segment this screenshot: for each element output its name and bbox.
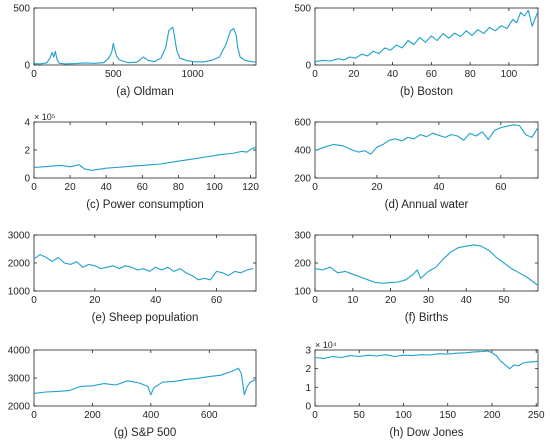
x-tick-label: 60 (426, 69, 438, 80)
x-tick-label: 500 (105, 69, 122, 80)
x-tick-label: 100 (395, 410, 412, 421)
y-tick-label: 200 (294, 259, 311, 270)
x-tick-label: 50 (354, 410, 366, 421)
series-line (33, 367, 257, 396)
subplot-title: (h) Dow Jones (389, 427, 463, 439)
y-tick-label: 4000 (8, 346, 31, 357)
x-tick-label: 0 (312, 182, 318, 193)
subplot-5: 0 20 40 60 1000 2000 3000 (e) Sheep population (8, 231, 257, 324)
y-tick-label: 2 (305, 364, 311, 375)
axes-box (314, 234, 539, 292)
y-tick-label: 600 (294, 118, 311, 129)
series-line (33, 146, 257, 171)
y-tick-label: 0 (24, 174, 30, 185)
y-tick-label: 4 (24, 118, 30, 129)
axes-box (314, 7, 539, 66)
x-tick-label: 0 (31, 295, 37, 306)
x-tick-label: 0 (312, 69, 318, 80)
y-tick-label: 300 (294, 231, 311, 242)
x-tick-label: 40 (150, 295, 162, 306)
axes-box (33, 349, 257, 407)
x-tick-label: 40 (461, 295, 473, 306)
subplot-title: (a) Oldman (116, 86, 174, 98)
y-tick-label: 0 (305, 402, 311, 413)
x-tick-label: 120 (242, 182, 259, 193)
y-tick-label: 3 (305, 346, 311, 357)
subplot-title: (b) Boston (400, 86, 453, 98)
x-tick-label: 100 (501, 69, 518, 80)
x-tick-label: 10 (347, 295, 359, 306)
x-tick-label: 250 (528, 410, 545, 421)
x-tick-label: 60 (137, 182, 149, 193)
x-tick-label: 200 (484, 410, 501, 421)
x-tick-label: 50 (498, 295, 510, 306)
x-tick-label: 20 (348, 69, 360, 80)
y-tick-label: 100 (294, 287, 311, 298)
x-tick-label: 150 (439, 410, 456, 421)
x-tick-label: 20 (89, 295, 101, 306)
subplot-8: 0 50 100 150 200 250 0 1 2 3 × 10⁴ (h) Dow Jones (305, 340, 545, 439)
x-tick-label: 0 (31, 69, 37, 80)
x-tick-label: 0 (31, 410, 37, 421)
x-tick-label: 60 (495, 182, 507, 193)
x-tick-label: 1000 (181, 69, 204, 80)
y-tick-label: 2000 (8, 402, 31, 413)
series-line (314, 124, 539, 155)
x-tick-label: 20 (385, 295, 397, 306)
x-tick-label: 0 (31, 182, 37, 193)
axes-box (314, 121, 539, 179)
series-line (33, 254, 254, 281)
x-tick-label: 0 (312, 295, 318, 306)
subplot-title: (f) Births (405, 312, 449, 324)
series-line (314, 350, 539, 370)
y-exponent-label: × 10⁵ (34, 112, 56, 122)
x-tick-label: 40 (387, 69, 399, 80)
x-tick-label: 20 (65, 182, 77, 193)
y-tick-label: 2000 (8, 259, 31, 270)
x-tick-label: 40 (433, 182, 445, 193)
subplot-1: 0 500 1000 0 500 (a) Oldman (13, 4, 257, 98)
subplot-title: (d) Annual water (385, 199, 469, 211)
y-exponent-label: × 10⁴ (315, 340, 337, 350)
y-tick-label: 0 (24, 61, 30, 72)
x-tick-label: 600 (201, 410, 218, 421)
x-tick-label: 30 (423, 295, 435, 306)
x-tick-label: 0 (312, 410, 318, 421)
x-tick-label: 20 (371, 182, 383, 193)
y-tick-label: 1000 (8, 287, 31, 298)
series-line (314, 244, 539, 286)
x-tick-label: 200 (84, 410, 101, 421)
y-tick-label: 3000 (8, 374, 31, 385)
subplot-6: 0 10 20 30 40 50 100 200 300 (f) Births (294, 231, 539, 324)
x-tick-label: 40 (101, 182, 113, 193)
x-tick-label: 60 (211, 295, 223, 306)
x-tick-label: 80 (173, 182, 185, 193)
x-tick-label: 80 (465, 69, 477, 80)
series-line (314, 9, 539, 63)
y-tick-label: 0 (305, 61, 311, 72)
y-tick-label: 1 (305, 383, 311, 394)
x-tick-label: 400 (142, 410, 159, 421)
subplot-2: 0 20 40 60 80 100 0 500 (b) Boston (294, 4, 539, 98)
subplot-title: (e) Sheep population (92, 312, 199, 324)
subplot-title: (g) S&P 500 (114, 427, 176, 439)
x-tick-label: 100 (206, 182, 223, 193)
y-tick-label: 500 (294, 4, 311, 15)
axes-box (33, 234, 257, 292)
y-tick-label: 400 (294, 146, 311, 157)
subplot-3: 0 20 40 60 80 100 120 0 2 4 × 10⁵ (c) Power consump… (24, 112, 259, 211)
axes-box (33, 7, 257, 66)
subplot-title: (c) Power consumption (86, 199, 204, 211)
subplot-4: 0 20 40 60 200 400 600 (d) Annual water (294, 118, 539, 211)
series-line (33, 26, 257, 65)
y-tick-label: 2 (24, 146, 30, 157)
y-tick-label: 3000 (8, 231, 31, 242)
subplot-7: 0 200 400 600 2000 3000 4000 (g) S&P 500 (8, 346, 257, 439)
y-tick-label: 200 (294, 174, 311, 185)
y-tick-label: 500 (13, 4, 30, 15)
axes-box (314, 349, 539, 407)
axes-box (33, 121, 257, 179)
